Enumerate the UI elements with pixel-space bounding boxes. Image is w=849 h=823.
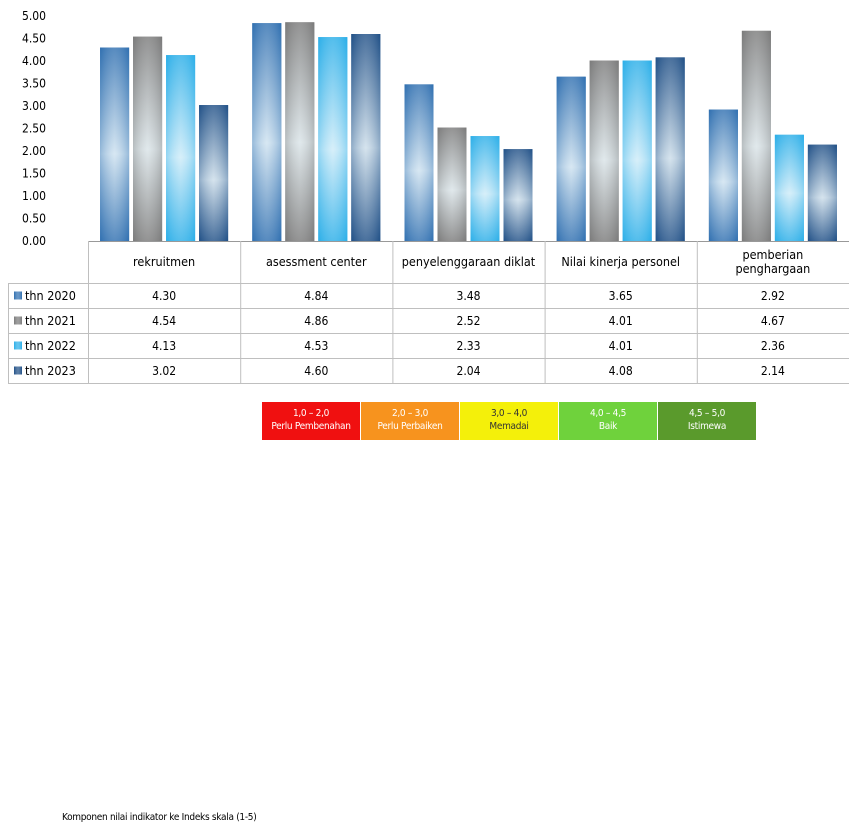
data-label: 4.67 xyxy=(761,314,785,328)
bar-shine xyxy=(655,57,685,242)
bar-shine xyxy=(318,37,348,242)
category-label: Nilai kinerja personel xyxy=(561,254,680,269)
bar-shine xyxy=(622,60,652,241)
data-label: 2.33 xyxy=(456,339,480,353)
scale-box: 2,0 – 3,0 Perlu Perbaiken xyxy=(361,402,459,440)
data-label: 4.13 xyxy=(152,339,176,353)
y-tick-label: 0.00 xyxy=(22,234,46,248)
category-label: rekruitmen xyxy=(133,254,195,269)
series-label: thn 2020 xyxy=(25,288,76,303)
bar-shine xyxy=(556,76,586,241)
data-label: 4.60 xyxy=(304,364,328,378)
data-label: 2.36 xyxy=(761,339,785,353)
data-label: 2.52 xyxy=(456,314,480,328)
scale-box: 4,0 – 4,5 Baik xyxy=(559,402,657,440)
scale-label: Memadai xyxy=(489,421,529,432)
data-label: 3.65 xyxy=(609,289,633,303)
scale-label: Perlu Perbaiken xyxy=(377,421,443,432)
series-label: thn 2022 xyxy=(25,338,76,353)
legend-swatch-shine xyxy=(14,291,22,300)
scale-box: 3,0 – 4,0 Memadai xyxy=(460,402,558,440)
bar-shine xyxy=(100,47,130,241)
y-tick-label: 2.00 xyxy=(22,144,46,158)
data-label: 4.08 xyxy=(609,364,633,378)
y-tick-label: 0.50 xyxy=(22,212,46,226)
bar-shine xyxy=(807,144,837,241)
category-label: pemberian xyxy=(742,247,803,262)
bar-shine xyxy=(589,60,619,241)
scale-label: Baik xyxy=(598,421,618,432)
data-label: 2.14 xyxy=(761,364,785,378)
y-tick-label: 4.00 xyxy=(22,54,46,68)
scale-range: 4,0 – 4,5 xyxy=(589,408,627,419)
scale-range: 4,5 – 5,0 xyxy=(688,408,726,419)
legend-swatch-shine xyxy=(14,366,22,375)
category-label: penyelenggaraan diklat xyxy=(402,254,536,269)
y-tick-label: 1.50 xyxy=(22,167,46,181)
data-label: 4.54 xyxy=(152,314,176,328)
bar-shine xyxy=(404,84,434,242)
legend-swatch-shine xyxy=(14,316,22,325)
bar-shine xyxy=(166,55,196,242)
bar-shine xyxy=(503,149,533,241)
bar-shine xyxy=(285,22,315,241)
data-label: 4.86 xyxy=(304,314,328,328)
bar-shine xyxy=(470,136,500,241)
scale-range: 3,0 – 4,0 xyxy=(490,408,528,419)
data-label: 4.30 xyxy=(152,289,176,303)
y-tick-label: 2.50 xyxy=(22,122,46,136)
y-tick-label: 1.00 xyxy=(22,189,46,203)
y-axis: 0.00 0.50 1.00 1.50 2.00 2.50 3.00 3.50 4.00 4.50… xyxy=(22,9,849,248)
y-tick-label: 5.00 xyxy=(22,9,46,23)
bar-shine xyxy=(252,23,282,242)
data-table: rekruitmen asessment center penyelenggaraa… xyxy=(8,241,849,384)
y-tick-label: 3.00 xyxy=(22,99,46,113)
series-label: thn 2023 xyxy=(25,363,76,378)
data-label: 2.04 xyxy=(456,364,480,378)
series-label: thn 2021 xyxy=(25,313,76,328)
bars xyxy=(100,22,837,242)
data-label: 2.92 xyxy=(761,289,785,303)
scale-range: 1,0 – 2,0 xyxy=(292,408,330,419)
y-tick-label: 4.50 xyxy=(22,32,46,46)
scale-range: 2,0 – 3,0 xyxy=(391,408,429,419)
scale-legend-title: Komponen nilai indikator ke Indeks skala… xyxy=(62,812,257,823)
legend-swatch-shine xyxy=(14,341,22,350)
data-label: 3.02 xyxy=(152,364,176,378)
bar-shine xyxy=(708,109,738,241)
scale-label: Istimewa xyxy=(687,421,727,432)
scale-box: 1,0 – 2,0 Perlu Pembenahan xyxy=(262,402,360,440)
scale-legend: Komponen nilai indikator ke Indeks skala… xyxy=(0,398,849,823)
scale-label: Perlu Pembenahan xyxy=(271,421,351,432)
bar-shine xyxy=(437,127,467,241)
data-label: 4.53 xyxy=(304,339,328,353)
scale-box: 4,5 – 5,0 Istimewa xyxy=(658,402,756,440)
data-label: 4.84 xyxy=(304,289,328,303)
bar-chart: 0.00 0.50 1.00 1.50 2.00 2.50 3.00 3.50 4.00 4.50… xyxy=(8,9,849,384)
category-label: penghargaan xyxy=(735,261,810,276)
bar-shine xyxy=(774,134,804,241)
bar-shine xyxy=(741,30,771,241)
category-label: asessment center xyxy=(266,254,367,269)
bar-shine xyxy=(199,105,229,241)
data-label: 3.48 xyxy=(456,289,480,303)
data-label: 4.01 xyxy=(609,314,633,328)
data-label: 4.01 xyxy=(609,339,633,353)
bar-shine xyxy=(351,34,381,241)
y-tick-label: 3.50 xyxy=(22,77,46,91)
bar-shine xyxy=(133,36,163,242)
